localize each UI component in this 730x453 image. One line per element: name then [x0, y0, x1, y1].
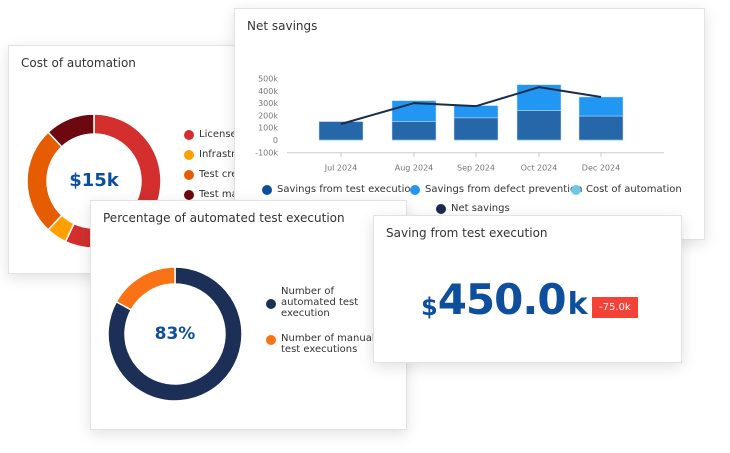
- legend-label: Net savings: [451, 203, 510, 214]
- legend-label: Test ma: [199, 189, 238, 200]
- legend-label: Savings from defect prevention: [425, 184, 583, 195]
- x-tick-label: Dec 2024: [582, 163, 620, 172]
- saving-from-test-execution-card: Saving from test execution $ 450.0 k -75…: [373, 215, 682, 363]
- card-title: Percentage of automated test execution: [103, 211, 345, 225]
- legend-item[interactable]: Number of manual test executions: [266, 333, 376, 355]
- legend-dot: [571, 184, 581, 195]
- bar-0[interactable]: [578, 115, 624, 141]
- legend-label: Savings from test execution: [277, 184, 417, 195]
- legend-item[interactable]: License: [184, 129, 237, 140]
- bar-1[interactable]: [453, 105, 499, 119]
- net-savings-chart: 500k 400k 300k 200k 100k 0 -100k Jul 2024 Aug 20…: [255, 75, 664, 172]
- legend-item[interactable]: Test cre: [184, 169, 237, 180]
- card-title: Saving from test execution: [386, 226, 548, 240]
- bar-0[interactable]: [318, 121, 364, 141]
- legend-label: License: [199, 129, 237, 140]
- bar-0[interactable]: [516, 110, 562, 141]
- pct-slice[interactable]: [115, 266, 176, 311]
- legend-item[interactable]: Test ma: [184, 189, 238, 200]
- legend-item[interactable]: Cost of automation: [571, 184, 682, 195]
- kpi-value: $ 450.0 k: [421, 278, 588, 322]
- legend-dot: [410, 184, 420, 195]
- legend-item[interactable]: Net savings: [436, 203, 510, 214]
- y-tick-label: 300k: [258, 99, 278, 108]
- legend-label: Cost of automation: [586, 184, 682, 195]
- legend-label: Infrastru: [199, 149, 242, 160]
- delta-badge: -75.0k: [592, 297, 638, 318]
- legend-dot: [266, 299, 276, 309]
- cost-of-automation-card: Cost of automation $15k License Infrastr…: [8, 45, 255, 274]
- automated-test-percentage-card: Percentage of automated test execution 8…: [90, 200, 407, 430]
- card-title: Net savings: [247, 19, 318, 33]
- x-tick-label: Jul 2024: [324, 163, 358, 172]
- donut-center-value: 83%: [154, 324, 196, 344]
- bar-1[interactable]: [578, 96, 624, 117]
- bar-0[interactable]: [391, 121, 437, 141]
- legend-label: Number of manual test executions: [281, 333, 375, 355]
- donut-center-value: $15k: [69, 170, 119, 191]
- y-tick-label: -100k: [255, 148, 278, 157]
- y-tick-label: 500k: [258, 75, 278, 84]
- legend-dot: [262, 184, 272, 195]
- legend-dot: [184, 149, 194, 160]
- kpi-unit: k: [567, 287, 588, 322]
- legend-dot: [184, 169, 194, 180]
- percentage-donut: [107, 266, 243, 402]
- x-tick-label: Oct 2024: [521, 163, 558, 172]
- y-tick-label: 400k: [258, 87, 278, 96]
- legend-item[interactable]: Savings from test execution: [262, 184, 417, 195]
- legend-label: Test cre: [199, 169, 238, 180]
- cost-slice[interactable]: [47, 113, 95, 148]
- legend-dot: [436, 203, 446, 214]
- currency-symbol: $: [421, 293, 438, 321]
- legend-label: Number of automated test execution: [281, 286, 359, 319]
- y-tick-label: 100k: [258, 124, 278, 133]
- legend-dot: [266, 335, 276, 345]
- x-tick-label: Sep 2024: [457, 163, 495, 172]
- x-tick-label: Aug 2024: [395, 163, 434, 172]
- y-tick-label: 200k: [258, 111, 278, 120]
- y-tick-label: 0: [273, 136, 278, 145]
- card-title: Cost of automation: [21, 56, 136, 70]
- legend-item[interactable]: Infrastru: [184, 149, 242, 160]
- legend-item[interactable]: Savings from defect prevention: [410, 184, 582, 195]
- kpi-number: 450.0: [437, 275, 567, 324]
- legend-item[interactable]: Number of automated test execution: [266, 286, 366, 319]
- net-savings-line[interactable]: [340, 86, 602, 125]
- legend-dot: [184, 189, 194, 200]
- bar-0[interactable]: [453, 117, 499, 141]
- bar-1[interactable]: [516, 84, 562, 111]
- pct-slice[interactable]: [107, 266, 243, 402]
- legend-dot: [184, 129, 194, 140]
